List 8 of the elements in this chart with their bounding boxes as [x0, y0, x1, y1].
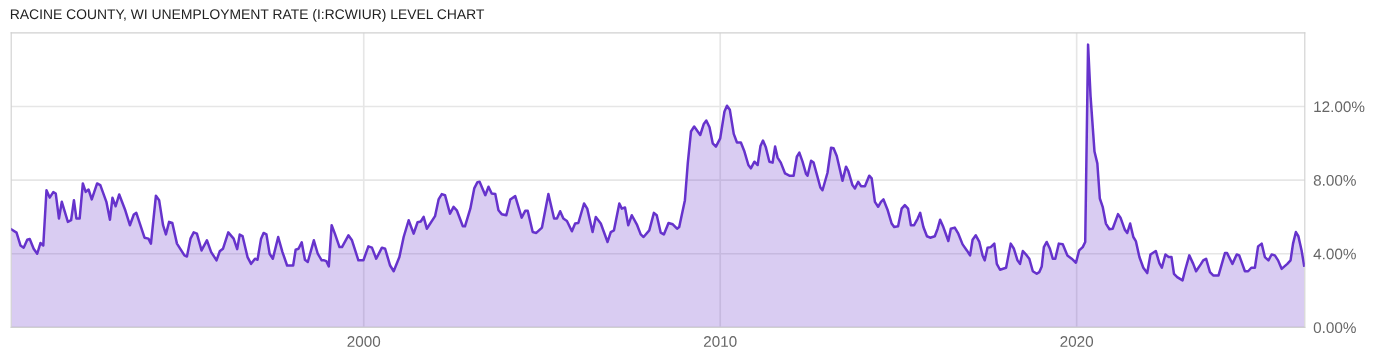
chart-title: RACINE COUNTY, WI UNEMPLOYMENT RATE (I:RCWIUR) LEVEL CHART — [10, 8, 485, 22]
x-tick-label: 2000 — [347, 336, 381, 347]
x-tick-label: 2020 — [1060, 336, 1094, 347]
x-tick-label: 2010 — [703, 336, 737, 347]
y-tick-label: 0.00% — [1313, 322, 1356, 334]
y-tick-label: 12.00% — [1314, 101, 1365, 113]
y-tick-label: 4.00% — [1313, 248, 1356, 260]
y-tick-label: 8.00% — [1313, 174, 1356, 186]
